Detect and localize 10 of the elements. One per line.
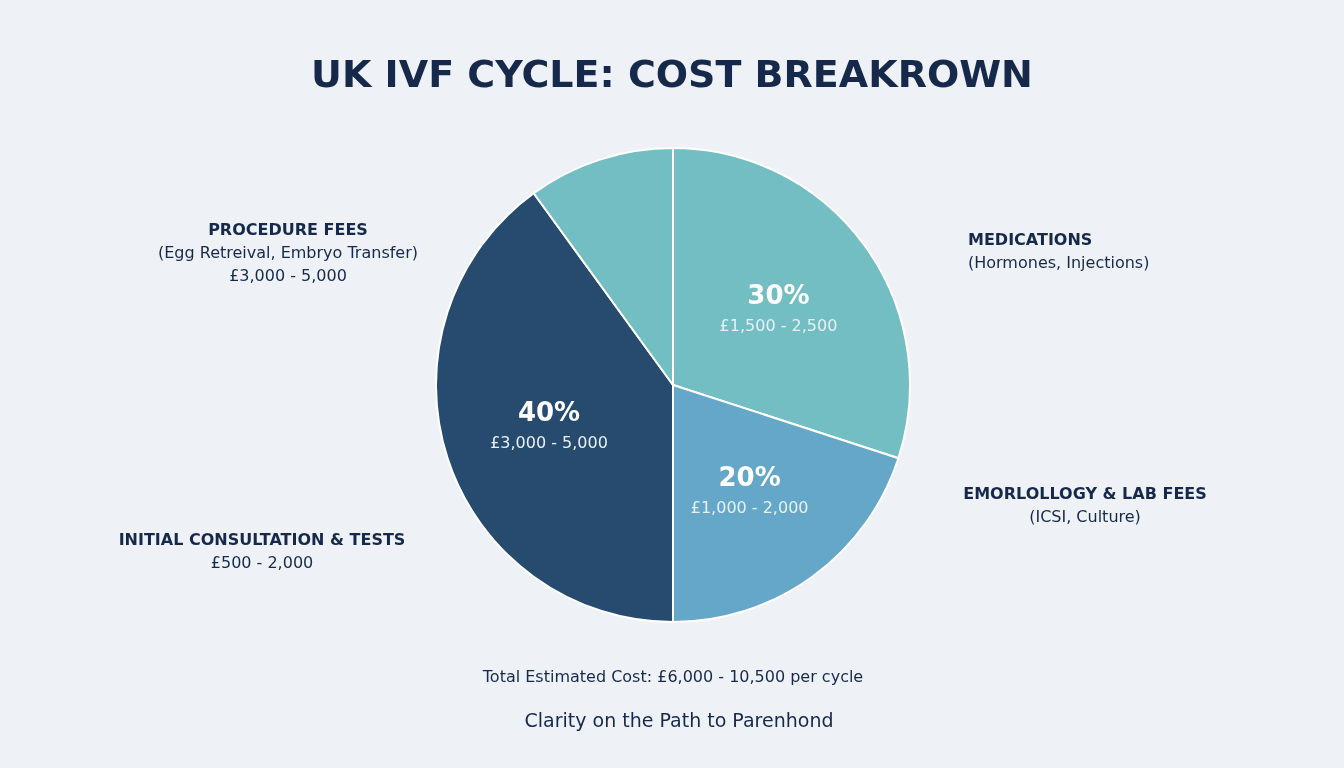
text: INITIAL CONSULTATION & TESTS £500 - 2,000 xyxy=(118,530,406,572)
text: 20% £1,000 - 2,000 xyxy=(690,462,809,518)
text: Clarity on the Path to Parenhond xyxy=(524,709,834,731)
text: 30% £1,500 - 2,500 xyxy=(719,280,838,336)
chart-title: UK IVF CYCLE: COST BREAKROWN xyxy=(311,52,1033,96)
text: 40% £3,000 - 5,000 xyxy=(490,397,608,453)
text: Total Estimated Cost: £6,000 - 10,500 per cycle xyxy=(481,667,864,686)
text: EMORLOLLOGY & LAB FEES (ICSI, Culture) xyxy=(963,484,1207,526)
text: MEDICATIONS (Hormones, Injections) xyxy=(968,230,1150,272)
text: PROCEDURE FEES (Egg Retreival, Embryo Transfer) £3,000 - 5,000 xyxy=(157,220,419,285)
